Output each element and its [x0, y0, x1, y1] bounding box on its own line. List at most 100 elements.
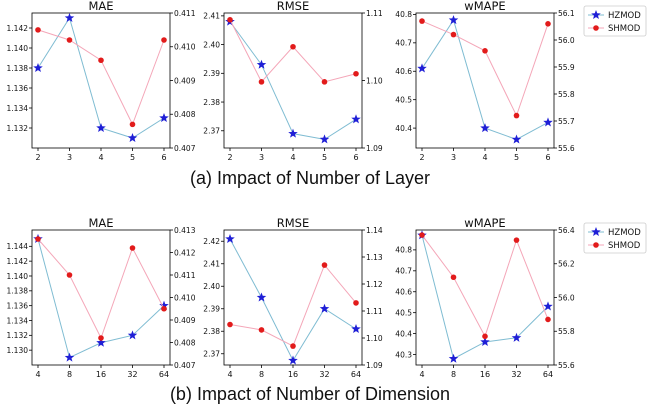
- x-tick-label: 6: [161, 153, 166, 162]
- chart-a-mae: MAE 2 3 4 5 6 1.132 1.134 1.136 1.138 1.140 1.142 0.…: [7, 0, 196, 162]
- y-left-tick-label: 1.138: [7, 287, 29, 296]
- data-point-hzmod: [256, 59, 267, 69]
- data-point-hzmod: [127, 133, 138, 143]
- data-point-hzmod: [64, 352, 75, 362]
- caption-dimension: (b) Impact of Number of Dimension: [169, 384, 451, 404]
- series-line-shmod: [421, 20, 549, 117]
- y-right-tick-label: 56.0: [558, 293, 575, 302]
- data-point-hzmod: [256, 292, 267, 302]
- y-right-tick-label: 1.09: [366, 144, 383, 153]
- x-tick-label: 4: [98, 153, 103, 162]
- series-line-shmod: [37, 29, 165, 126]
- legend-marker-shmod: [593, 242, 599, 248]
- x-tick-label: 8: [67, 370, 72, 379]
- data-point-shmod: [290, 343, 296, 349]
- y-right-tick-label: 56.1: [558, 9, 575, 18]
- y-right-tick-label: 1.13: [366, 253, 383, 262]
- x-tick-label: 32: [319, 370, 329, 379]
- x-tick-label: 16: [96, 370, 106, 379]
- y-left-tick-label: 1.132: [7, 124, 29, 133]
- y-right-tick-label: 55.6: [558, 361, 575, 370]
- y-right-tick-label: 0.410: [174, 293, 196, 302]
- data-point-hzmod: [480, 123, 490, 133]
- y-left-tick-label: 2.39: [203, 305, 220, 314]
- x-tick-label: 4: [290, 153, 295, 162]
- y-right-tick-label: 1.11: [366, 307, 383, 316]
- data-point-shmod: [129, 245, 136, 251]
- data-point-hzmod: [448, 353, 459, 363]
- y-left-tick-label: 1.140: [7, 44, 29, 53]
- y-right-tick-label: 1.09: [366, 361, 383, 370]
- x-tick-label: 32: [511, 370, 521, 379]
- chart-a-wmape: wMAPE 2 3 4 5 6 40.4 40.5 40.6 40.7 40.8 55.6 55.7 55…: [395, 0, 575, 162]
- x-tick-label: 16: [480, 370, 490, 379]
- y-left-tick-label: 1.134: [7, 104, 29, 113]
- data-point-shmod: [482, 48, 488, 54]
- data-point-hzmod: [127, 330, 138, 340]
- data-point-shmod: [513, 237, 520, 243]
- data-point-hzmod: [33, 63, 43, 73]
- y-left-tick-label: 2.42: [203, 237, 220, 246]
- y-right-tick-label: 0.410: [174, 43, 196, 52]
- data-point-hzmod: [288, 355, 298, 365]
- x-tick-label: 32: [127, 370, 137, 379]
- plot-frame: [223, 12, 363, 149]
- chart-b-mae: MAE 4 8 16 32 64 1.130 1.132 1.134 1.136 1.138 1.14…: [7, 216, 196, 379]
- data-point-shmod: [258, 79, 265, 85]
- legend-marker-shmod: [593, 25, 599, 31]
- data-point-shmod: [66, 37, 73, 43]
- y-right-tick-label: 56.0: [558, 36, 575, 45]
- x-tick-label: 2: [419, 153, 424, 162]
- y-left-tick-label: 40.8: [395, 246, 412, 255]
- y-right-tick-label: 1.12: [366, 280, 383, 289]
- y-right-tick-label: 0.408: [174, 338, 196, 347]
- legend-label-hzmod: HZMOD: [608, 11, 641, 21]
- data-point-shmod: [321, 262, 328, 268]
- y-left-tick-label: 1.142: [7, 257, 29, 266]
- y-left-tick-label: 2.37: [203, 350, 220, 359]
- data-point-hzmod: [511, 332, 522, 342]
- data-point-hzmod: [64, 13, 75, 23]
- y-right-tick-label: 1.14: [366, 226, 383, 235]
- data-point-shmod: [450, 31, 457, 38]
- data-point-hzmod: [351, 114, 361, 124]
- y-right-tick-label: 0.407: [174, 144, 196, 153]
- y-right-tick-label: 55.7: [558, 117, 575, 126]
- y-left-tick-label: 1.144: [7, 242, 29, 251]
- y-left-tick-label: 2.37: [203, 127, 220, 136]
- x-tick-label: 5: [514, 153, 519, 162]
- x-tick-label: 2: [35, 153, 40, 162]
- x-tick-label: 6: [353, 153, 358, 162]
- y-left-tick-label: 40.6: [395, 288, 412, 297]
- y-right-tick-label: 55.6: [558, 144, 575, 153]
- series-line-hzmod: [229, 21, 357, 140]
- x-tick-label: 8: [259, 370, 264, 379]
- x-tick-label: 64: [159, 370, 169, 379]
- legend-label-shmod: SHMOD: [608, 24, 641, 34]
- x-tick-label: 4: [35, 370, 40, 379]
- y-left-tick-label: 40.5: [395, 95, 412, 104]
- plot-frame: [415, 229, 555, 366]
- data-point-hzmod: [511, 134, 522, 144]
- y-left-tick-label: 1.140: [7, 272, 29, 281]
- data-point-shmod: [353, 300, 359, 306]
- data-point-hzmod: [319, 303, 330, 313]
- legend-marker-hzmod: [591, 10, 601, 20]
- y-right-tick-label: 0.409: [174, 76, 196, 85]
- x-tick-label: 2: [227, 153, 232, 162]
- data-point-shmod: [35, 236, 41, 242]
- x-tick-label: 8: [451, 370, 456, 379]
- data-point-hzmod: [159, 300, 169, 310]
- y-left-tick-label: 1.142: [7, 24, 29, 33]
- y-left-tick-label: 2.38: [203, 327, 220, 336]
- x-tick-label: 3: [451, 153, 456, 162]
- y-right-tick-label: 0.411: [174, 9, 196, 18]
- legend-label-shmod: SHMOD: [608, 241, 641, 251]
- data-point-shmod: [161, 305, 167, 312]
- y-right-tick-label: 0.407: [174, 361, 196, 370]
- data-point-shmod: [66, 272, 73, 278]
- chart-title: RMSE: [277, 0, 309, 13]
- y-left-tick-label: 40.8: [395, 10, 412, 19]
- y-left-tick-label: 1.132: [7, 331, 29, 340]
